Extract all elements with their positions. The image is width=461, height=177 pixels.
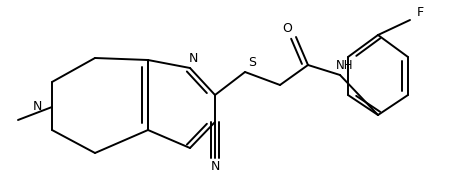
Text: N: N bbox=[210, 161, 220, 173]
Text: S: S bbox=[248, 56, 256, 68]
Text: NH: NH bbox=[336, 59, 354, 72]
Text: F: F bbox=[416, 7, 424, 19]
Text: N: N bbox=[32, 101, 41, 113]
Text: O: O bbox=[282, 21, 292, 35]
Text: N: N bbox=[188, 52, 198, 64]
